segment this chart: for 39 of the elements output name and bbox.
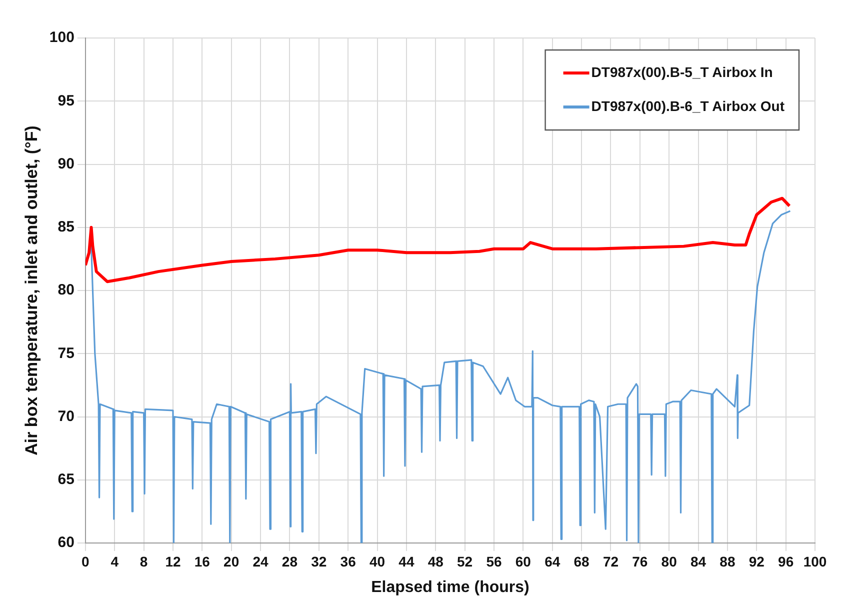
y-tick-label: 85 [58,218,74,236]
legend-label: DT987x(00).B-6_T Airbox Out [591,98,785,114]
y-tick-label: 90 [58,155,74,172]
y-tick-label: 95 [58,92,74,110]
y-tick-label: 75 [58,344,74,362]
x-tick-label: 52 [457,553,473,570]
x-tick-label: 100 [803,553,827,570]
x-tick-label: 12 [165,553,181,570]
x-tick-label: 68 [574,553,590,570]
x-tick-label: 4 [110,553,119,570]
x-tick-label: 64 [544,553,560,570]
x-tick-label: 88 [720,553,736,570]
x-tick-label: 48 [428,553,444,570]
x-tick-label: 24 [252,553,269,570]
x-tick-label: 60 [515,553,532,570]
x-tick-label: 40 [369,553,386,570]
y-tick-label: 100 [49,29,74,46]
x-tick-label: 84 [690,553,706,570]
x-tick-label: 0 [82,553,90,570]
x-tick-label: 28 [282,553,298,570]
x-tick-label: 76 [632,553,648,570]
x-tick-label: 44 [398,553,414,570]
x-tick-label: 96 [778,553,794,570]
y-axis-title: Air box temperature, inlet and outlet, (°F) [22,126,41,456]
x-tick-label: 80 [661,553,678,570]
legend-label: DT987x(00).B-5_T Airbox In [591,64,773,80]
x-tick-label: 32 [311,553,327,570]
y-tick-label: 70 [58,408,74,425]
x-tick-label: 20 [224,553,240,570]
x-tick-label: 56 [486,553,502,570]
y-tick-label: 60 [58,534,74,552]
x-tick-label: 16 [194,553,210,570]
y-tick-label: 65 [58,471,74,488]
x-axis-title: Elapsed time (hours) [371,578,530,596]
x-tick-label: 72 [602,553,619,570]
x-tick-label: 92 [748,553,765,570]
x-tick-label: 8 [140,553,148,570]
y-tick-label: 80 [58,282,74,299]
x-tick-label: 36 [340,553,356,570]
